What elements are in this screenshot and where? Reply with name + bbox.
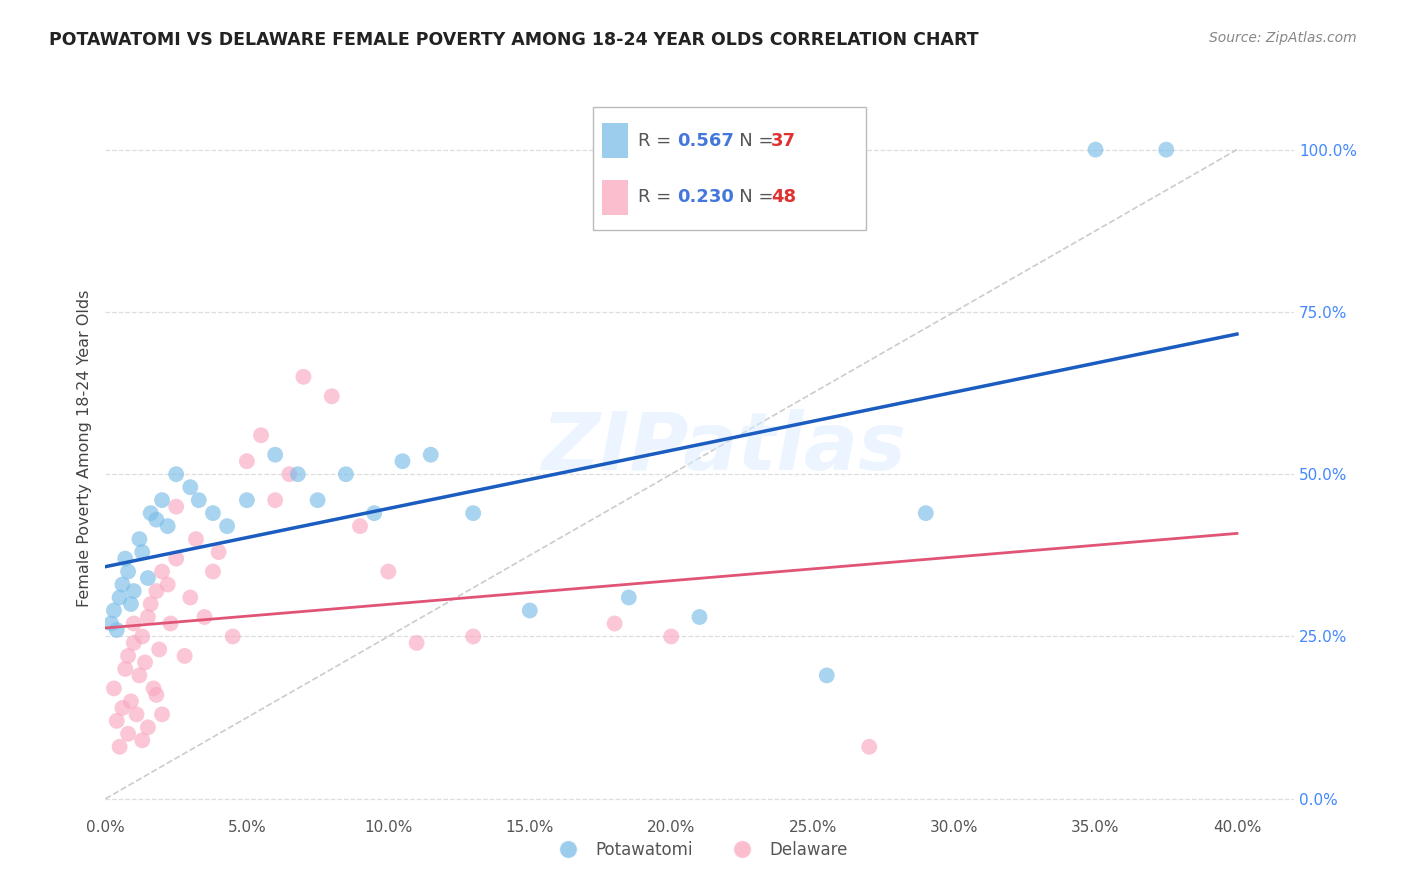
Point <box>159 616 181 631</box>
Point <box>217 519 239 533</box>
Point <box>139 506 162 520</box>
Point <box>391 454 413 468</box>
Point <box>173 648 195 663</box>
Point <box>134 656 156 670</box>
Point <box>136 571 159 585</box>
Point <box>108 739 131 754</box>
Point <box>114 551 136 566</box>
Point <box>145 688 167 702</box>
Point <box>105 714 128 728</box>
Point <box>419 448 441 462</box>
Point <box>165 500 187 514</box>
Point <box>363 506 385 520</box>
Text: 0.567: 0.567 <box>676 132 734 150</box>
Text: Source: ZipAtlas.com: Source: ZipAtlas.com <box>1209 31 1357 45</box>
Text: 0.230: 0.230 <box>676 188 734 206</box>
Point <box>250 428 273 442</box>
Point <box>264 493 287 508</box>
Point <box>165 551 187 566</box>
Text: R =: R = <box>637 132 676 150</box>
Point <box>179 480 201 494</box>
Point <box>114 662 136 676</box>
Text: R =: R = <box>637 188 676 206</box>
Point <box>222 630 245 644</box>
Text: N =: N = <box>721 188 779 206</box>
Point <box>292 369 315 384</box>
Point <box>377 565 399 579</box>
Text: 37: 37 <box>770 132 796 150</box>
Point <box>1084 143 1107 157</box>
Point <box>136 720 159 734</box>
Point <box>236 493 259 508</box>
Point <box>264 448 287 462</box>
Point <box>111 701 134 715</box>
Point <box>187 493 209 508</box>
Point <box>117 727 139 741</box>
Point <box>201 565 224 579</box>
Point <box>131 733 153 747</box>
Point <box>236 454 259 468</box>
Point <box>405 636 427 650</box>
Point <box>148 642 170 657</box>
Point <box>307 493 329 508</box>
Point <box>519 603 541 617</box>
Point <box>287 467 309 482</box>
Point <box>122 584 145 599</box>
Text: N =: N = <box>721 132 779 150</box>
Point <box>103 603 125 617</box>
Point <box>128 532 150 546</box>
Point <box>335 467 357 482</box>
Y-axis label: Female Poverty Among 18-24 Year Olds: Female Poverty Among 18-24 Year Olds <box>76 290 91 607</box>
Point <box>156 577 179 591</box>
Point <box>108 591 131 605</box>
Point <box>463 506 485 520</box>
Point <box>122 636 145 650</box>
Text: ZIPatlas: ZIPatlas <box>541 409 905 487</box>
Point <box>165 467 187 482</box>
Text: 48: 48 <box>770 188 796 206</box>
Text: POTAWATOMI VS DELAWARE FEMALE POVERTY AMONG 18-24 YEAR OLDS CORRELATION CHART: POTAWATOMI VS DELAWARE FEMALE POVERTY AM… <box>49 31 979 49</box>
Point <box>128 668 150 682</box>
Point <box>659 630 682 644</box>
Point <box>184 532 207 546</box>
Point <box>139 597 162 611</box>
Point <box>201 506 224 520</box>
Point <box>193 610 215 624</box>
Point <box>150 493 173 508</box>
Point <box>136 610 159 624</box>
Point <box>145 584 167 599</box>
Point <box>131 630 153 644</box>
Point <box>105 623 128 637</box>
Point <box>120 597 142 611</box>
Point <box>321 389 343 403</box>
Point <box>117 565 139 579</box>
Point <box>156 519 179 533</box>
Point <box>103 681 125 696</box>
Point <box>914 506 936 520</box>
Point <box>131 545 153 559</box>
Point <box>463 630 485 644</box>
Point <box>349 519 371 533</box>
Point <box>689 610 711 624</box>
Point <box>100 616 122 631</box>
Point <box>858 739 880 754</box>
Point <box>142 681 165 696</box>
Point <box>1154 143 1177 157</box>
Point <box>125 707 148 722</box>
Point <box>145 513 167 527</box>
Point <box>150 707 173 722</box>
Point <box>278 467 301 482</box>
Point <box>120 694 142 708</box>
Point <box>117 648 139 663</box>
Point <box>150 565 173 579</box>
Point <box>111 577 134 591</box>
Point <box>815 668 838 682</box>
Point <box>207 545 229 559</box>
Point <box>603 616 626 631</box>
Point <box>179 591 201 605</box>
Point <box>122 616 145 631</box>
Point <box>617 591 640 605</box>
Legend: Potawatomi, Delaware: Potawatomi, Delaware <box>546 834 853 865</box>
